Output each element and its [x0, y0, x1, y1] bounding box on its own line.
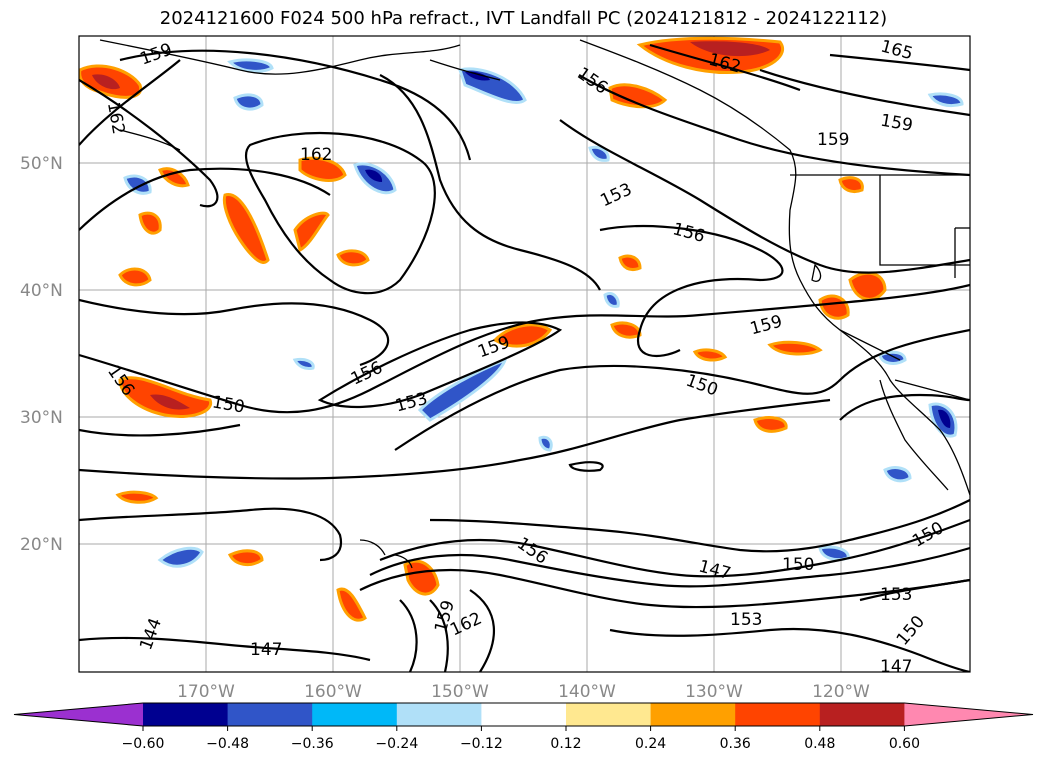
positive-anomaly-patches: [79, 36, 887, 622]
contour-label: 162: [300, 145, 332, 165]
colorbar-tick-label: −0.12: [460, 736, 503, 752]
lon-label-170w: 170°W: [177, 682, 235, 702]
latitude-labels: 50°N 40°N 30°N 20°N: [20, 154, 63, 555]
colorbar-swatch: [227, 703, 313, 726]
colorbar-tick-label: −0.36: [291, 736, 334, 752]
colorbar: −0.60 −0.48 −0.36 −0.24 −0.12 0.12 0.24 0.36 0.4…: [13, 702, 1034, 752]
colorbar-extend-high: [904, 703, 1033, 726]
longitude-labels: 170°W 160°W 150°W 140°W 130°W 120°W: [177, 682, 870, 702]
colorbar-swatch: [819, 703, 905, 726]
colorbar-tick-label: 0.36: [720, 736, 751, 752]
graticule: [79, 36, 970, 672]
lon-label-140w: 140°W: [558, 682, 616, 702]
colorbar-tick-label: −0.60: [122, 736, 165, 752]
colorbar-swatch: [143, 703, 229, 726]
contour-label: 150: [782, 555, 814, 575]
lat-label-30n: 30°N: [20, 408, 63, 428]
colorbar-swatch: [396, 703, 482, 726]
colorbar-tick-label: −0.24: [375, 736, 418, 752]
colorbar-extend-low: [14, 703, 143, 726]
colorbar-tick-label: 0.48: [804, 736, 835, 752]
colorbar-swatch: [566, 703, 652, 726]
contour-label: 159: [817, 130, 849, 150]
height-contours: [79, 43, 970, 672]
contour-label: 147: [880, 657, 912, 677]
colorbar-tick-label: −0.48: [206, 736, 249, 752]
lat-label-50n: 50°N: [20, 154, 63, 174]
coastlines: [99, 39, 970, 569]
colorbar-tick-label: 0.60: [889, 736, 920, 752]
colorbar-swatch: [735, 703, 821, 726]
colorbar-swatch: [481, 703, 567, 726]
negative-anomaly-patches: [123, 58, 964, 568]
colorbar-swatch: [312, 703, 398, 726]
map-border: [78, 35, 971, 673]
lon-label-150w: 150°W: [431, 682, 489, 702]
contour-label: 147: [250, 640, 282, 660]
page-title: 2024121600 F024 500 hPa refract., IVT La…: [159, 8, 888, 29]
lat-label-40n: 40°N: [20, 281, 63, 301]
colorbar-tick-label: 0.12: [550, 736, 581, 752]
map-area: [79, 36, 970, 672]
colorbar-tick-label: 0.24: [635, 736, 666, 752]
lon-label-160w: 160°W: [304, 682, 362, 702]
lon-label-120w: 120°W: [812, 682, 870, 702]
colorbar-swatch: [650, 703, 736, 726]
contour-label: 153: [730, 610, 762, 630]
lat-label-20n: 20°N: [20, 535, 63, 555]
lon-label-130w: 130°W: [685, 682, 743, 702]
contour-label: 153: [880, 585, 912, 605]
